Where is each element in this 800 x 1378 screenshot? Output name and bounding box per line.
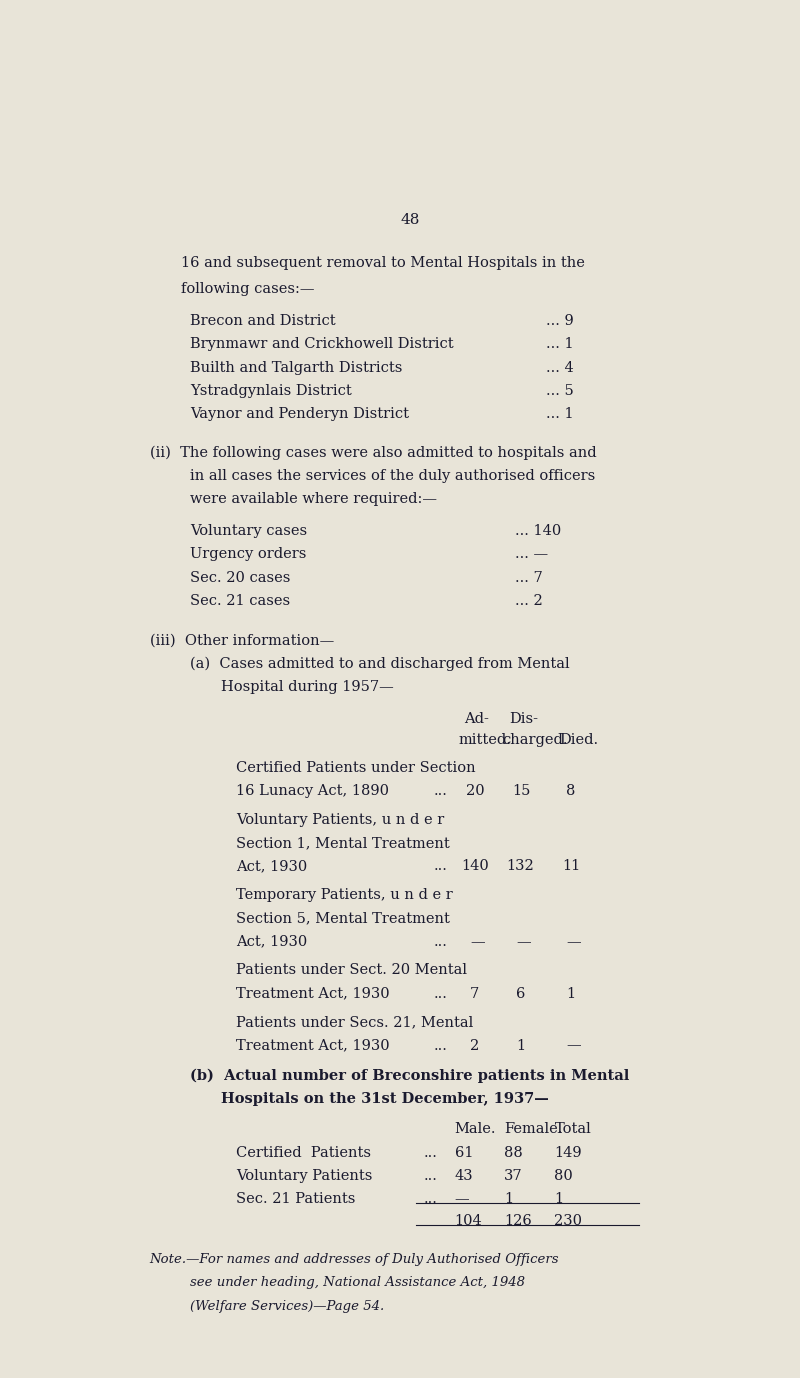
Text: 1: 1 — [566, 987, 575, 1000]
Text: Patients under Secs. 21, Mental: Patients under Secs. 21, Mental — [237, 1016, 474, 1029]
Text: 88: 88 — [504, 1145, 523, 1160]
Text: Voluntary cases: Voluntary cases — [190, 524, 307, 537]
Text: —: — — [470, 934, 485, 948]
Text: Urgency orders: Urgency orders — [190, 547, 306, 561]
Text: Treatment Act, 1930: Treatment Act, 1930 — [237, 987, 390, 1000]
Text: Temporary Patients, u n d e r: Temporary Patients, u n d e r — [237, 887, 453, 903]
Text: 48: 48 — [400, 214, 420, 227]
Text: Ad-: Ad- — [465, 712, 490, 726]
Text: 37: 37 — [504, 1169, 523, 1184]
Text: Brecon and District: Brecon and District — [190, 314, 335, 328]
Text: ...: ... — [424, 1169, 438, 1184]
Text: 1: 1 — [554, 1192, 563, 1207]
Text: ...: ... — [434, 1039, 447, 1053]
Text: Voluntary Patients: Voluntary Patients — [237, 1169, 373, 1184]
Text: —: — — [566, 1039, 581, 1053]
Text: 1: 1 — [516, 1039, 525, 1053]
Text: ... 1: ... 1 — [546, 408, 574, 422]
Text: 8: 8 — [566, 784, 576, 798]
Text: Male.: Male. — [454, 1123, 496, 1137]
Text: (Welfare Services)—Page 54.: (Welfare Services)—Page 54. — [190, 1299, 384, 1313]
Text: ... 7: ... 7 — [515, 570, 543, 584]
Text: 1: 1 — [504, 1192, 514, 1207]
Text: 2: 2 — [470, 1039, 479, 1053]
Text: in all cases the services of the duly authorised officers: in all cases the services of the duly au… — [190, 469, 595, 482]
Text: Died.: Died. — [558, 733, 598, 747]
Text: (iii)  Other information—: (iii) Other information— — [150, 634, 334, 648]
Text: 20: 20 — [466, 784, 485, 798]
Text: ... 140: ... 140 — [515, 524, 562, 537]
Text: Vaynor and Penderyn District: Vaynor and Penderyn District — [190, 408, 409, 422]
Text: 43: 43 — [454, 1169, 474, 1184]
Text: Section 5, Mental Treatment: Section 5, Mental Treatment — [237, 911, 450, 925]
Text: ...: ... — [434, 934, 447, 948]
Text: following cases:—: following cases:— — [181, 282, 314, 296]
Text: Total: Total — [554, 1123, 591, 1137]
Text: Sec. 21 cases: Sec. 21 cases — [190, 594, 290, 608]
Text: Treatment Act, 1930: Treatment Act, 1930 — [237, 1039, 390, 1053]
Text: ... 1: ... 1 — [546, 338, 574, 351]
Text: Voluntary Patients, u n d e r: Voluntary Patients, u n d e r — [237, 813, 445, 827]
Text: Brynmawr and Crickhowell District: Brynmawr and Crickhowell District — [190, 338, 454, 351]
Text: —: — — [454, 1192, 470, 1207]
Text: see under heading, National Assistance Act, 1948: see under heading, National Assistance A… — [190, 1276, 525, 1290]
Text: 230: 230 — [554, 1214, 582, 1228]
Text: 15: 15 — [512, 784, 530, 798]
Text: Patients under Sect. 20 Mental: Patients under Sect. 20 Mental — [237, 963, 467, 977]
Text: Sec. 21 Patients: Sec. 21 Patients — [237, 1192, 356, 1207]
Text: Section 1, Mental Treatment: Section 1, Mental Treatment — [237, 836, 450, 850]
Text: ... 2: ... 2 — [515, 594, 543, 608]
Text: Ystradgynlais District: Ystradgynlais District — [190, 384, 352, 398]
Text: 140: 140 — [462, 860, 490, 874]
Text: Act, 1930: Act, 1930 — [237, 860, 308, 874]
Text: Female.: Female. — [504, 1123, 562, 1137]
Text: 126: 126 — [504, 1214, 532, 1228]
Text: Certified Patients under Section: Certified Patients under Section — [237, 761, 476, 774]
Text: mitted.: mitted. — [458, 733, 511, 747]
Text: ...: ... — [424, 1192, 438, 1207]
Text: 80: 80 — [554, 1169, 574, 1184]
Text: ... 5: ... 5 — [546, 384, 574, 398]
Text: 7: 7 — [470, 987, 479, 1000]
Text: 61: 61 — [454, 1145, 473, 1160]
Text: were available where required:—: were available where required:— — [190, 492, 437, 506]
Text: Certified  Patients: Certified Patients — [237, 1145, 371, 1160]
Text: Act, 1930: Act, 1930 — [237, 934, 308, 948]
Text: charged.: charged. — [502, 733, 567, 747]
Text: 6: 6 — [516, 987, 526, 1000]
Text: 104: 104 — [454, 1214, 482, 1228]
Text: 16 Lunacy Act, 1890: 16 Lunacy Act, 1890 — [237, 784, 390, 798]
Text: ...: ... — [434, 987, 447, 1000]
Text: Dis-: Dis- — [510, 712, 538, 726]
Text: ... —: ... — — [515, 547, 549, 561]
Text: ...: ... — [434, 860, 447, 874]
Text: 16 and subsequent removal to Mental Hospitals in the: 16 and subsequent removal to Mental Hosp… — [181, 255, 585, 270]
Text: Builth and Talgarth Districts: Builth and Talgarth Districts — [190, 361, 402, 375]
Text: —: — — [566, 934, 581, 948]
Text: —: — — [516, 934, 530, 948]
Text: ... 9: ... 9 — [546, 314, 574, 328]
Text: ... 4: ... 4 — [546, 361, 574, 375]
Text: Hospitals on the 31st December, 1937—: Hospitals on the 31st December, 1937— — [221, 1091, 549, 1105]
Text: (b)  Actual number of Breconshire patients in Mental: (b) Actual number of Breconshire patient… — [190, 1068, 630, 1083]
Text: ...: ... — [424, 1145, 438, 1160]
Text: (ii)  The following cases were also admitted to hospitals and: (ii) The following cases were also admit… — [150, 445, 596, 460]
Text: (a)  Cases admitted to and discharged from Mental: (a) Cases admitted to and discharged fro… — [190, 657, 570, 671]
Text: Note.—For names and addresses of Duly Authorised Officers: Note.—For names and addresses of Duly Au… — [150, 1253, 559, 1266]
Text: 149: 149 — [554, 1145, 582, 1160]
Text: 11: 11 — [562, 860, 581, 874]
Text: Sec. 20 cases: Sec. 20 cases — [190, 570, 290, 584]
Text: 132: 132 — [506, 860, 534, 874]
Text: ...: ... — [434, 784, 447, 798]
Text: Hospital during 1957—: Hospital during 1957— — [221, 679, 394, 695]
